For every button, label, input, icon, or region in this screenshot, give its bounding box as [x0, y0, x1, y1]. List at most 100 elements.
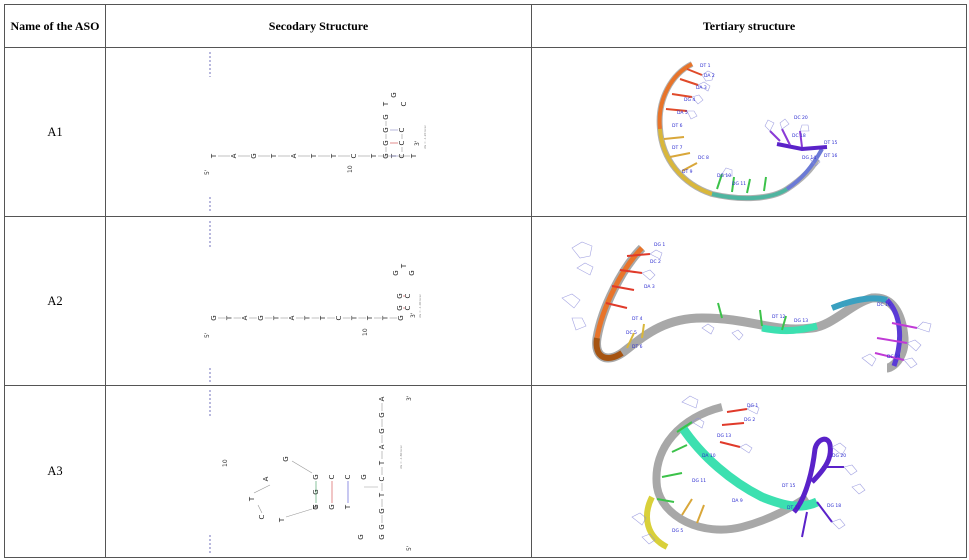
base-letter: C: [344, 474, 352, 479]
base-letter: C: [378, 476, 386, 481]
base-letter: G: [312, 504, 320, 509]
residue-label: DT 1: [700, 63, 711, 69]
base-letter: G: [397, 315, 405, 320]
aso-structure-table: Name of the ASO Secodary Structure Terti…: [4, 4, 967, 558]
residue-label: DG 10: [717, 173, 731, 179]
base-letter: T: [248, 496, 256, 502]
three-prime-end: 3': [406, 395, 413, 401]
base-letter: T: [344, 504, 352, 510]
header-tertiary: Tertiary structure: [531, 4, 967, 48]
base-letter: T: [410, 153, 418, 159]
residue-label: DG 20: [832, 453, 846, 459]
base-letter: G: [378, 412, 386, 417]
residue-label: DG 11: [692, 478, 706, 484]
base-letter: G: [378, 534, 386, 539]
residue-label: DC 8: [698, 155, 709, 161]
tertiary-structure-ribbon: DG 1 DC 2 DA 3 DT 4 DC 5 DT 6 DG 13 DT 12 DC 16 D…: [561, 241, 932, 372]
tertiary-structure-a2: DG 1 DC 2 DA 3 DT 4 DC 5 DT 6 DG 13 DT 12 DC 16 D…: [531, 216, 967, 386]
base-letter: T: [210, 153, 218, 159]
base-letter: T: [330, 153, 338, 159]
energy-note: dG = -1.20 kcal: [423, 125, 427, 149]
base-letter: G: [210, 315, 218, 320]
residue-label: DT 15: [824, 140, 838, 146]
residue-label: DT 4: [632, 316, 643, 322]
base-letter: G: [382, 140, 390, 145]
three-prime-end: 3': [414, 140, 421, 146]
base-letter: T: [310, 153, 318, 159]
base-letter: T: [382, 101, 390, 107]
residue-label: DC 18: [792, 133, 806, 139]
residue-label: DG 2: [744, 417, 755, 423]
tertiary-structure-a3: DG 1 DG 2 DG 13 DA 10 DG 11 DA 9 DT 15 DT 16 DG …: [531, 385, 967, 558]
base-letter: T: [312, 504, 320, 510]
residue-label: DA 2: [704, 73, 715, 79]
energy-note: dG = -1.80 kcal: [399, 445, 403, 469]
tick-label: 10: [362, 328, 369, 336]
residue-label: DT 7: [672, 145, 683, 151]
residue-label: DG 18: [827, 503, 841, 509]
base-letter: G: [378, 524, 386, 529]
base-letter: G: [396, 293, 404, 298]
base-letter: T: [226, 315, 234, 321]
base-letter: A: [378, 444, 386, 449]
base-letter: G: [250, 153, 258, 158]
energy-note: dG = -1.00 kcal: [418, 294, 422, 318]
base-letter: G: [257, 315, 265, 320]
tertiary-structure-ribbon: DT 1 DA 2 DA 3DG 4 DA 5 DT 6 DT 7 DC 8 DT 9 DG 1…: [656, 60, 838, 201]
residue-label: DA 10: [702, 453, 716, 459]
five-prime-end: 5': [204, 169, 211, 175]
tertiary-structure-ribbon: DG 1 DG 2 DG 13 DA 10 DG 11 DA 9 DT 15 DT 16 DG …: [631, 395, 866, 550]
base-letter: A: [288, 315, 296, 320]
three-prime-end: 3': [410, 312, 417, 318]
base-letter: G: [396, 305, 404, 310]
base-letter: C: [328, 474, 336, 479]
base-letter: G: [382, 127, 390, 132]
base-letter: A: [262, 476, 270, 481]
residue-label: DT 9: [682, 169, 693, 175]
base-letter: C: [335, 315, 343, 320]
residue-label: DG 5: [672, 528, 683, 534]
five-prime-end: 5': [406, 545, 413, 551]
base-letter: A: [378, 396, 386, 401]
base-letter: G: [312, 474, 320, 479]
header-row: Name of the ASO Secodary Structure Terti…: [4, 4, 967, 48]
aso-name: A2: [4, 216, 106, 386]
residue-label: DA 3: [644, 284, 655, 290]
base-letter: G: [408, 270, 416, 275]
base-letter: T: [350, 315, 358, 321]
base-letter: A: [290, 153, 298, 158]
base-letter: A: [230, 153, 238, 158]
base-letter: C: [398, 127, 406, 132]
base-letter: C: [350, 153, 358, 158]
base-letter: T: [378, 492, 386, 498]
residue-label: DT 6: [672, 123, 683, 129]
tertiary-structure-a1: DT 1 DA 2 DA 3 DG 4 DA 5 DT 6 DT 7 DC 8 DT 9 DG 1…: [531, 47, 967, 217]
residue-label: DA 3: [696, 85, 707, 91]
base-letter: C: [398, 140, 406, 145]
header-name: Name of the ASO: [4, 4, 106, 48]
residue-label: DC 16: [877, 302, 891, 308]
base-letter: T: [270, 153, 278, 159]
base-letter: G: [360, 474, 368, 479]
residue-label: DG 1: [747, 403, 758, 409]
residue-label: DG 4: [684, 97, 695, 103]
base-letter: C: [258, 514, 266, 519]
base-letter: G: [390, 92, 398, 97]
base-letter: C: [400, 101, 408, 106]
base-letter: T: [304, 315, 312, 321]
base-letter: G: [328, 504, 336, 509]
base-letter: T: [272, 315, 280, 321]
aso-name: A1: [4, 47, 106, 217]
base-letter: T: [378, 460, 386, 466]
residue-label: DC 2: [650, 259, 661, 265]
residue-label: DG 13: [717, 433, 731, 439]
base-letter: A: [241, 315, 249, 320]
residue-label: DT 16: [824, 153, 838, 159]
